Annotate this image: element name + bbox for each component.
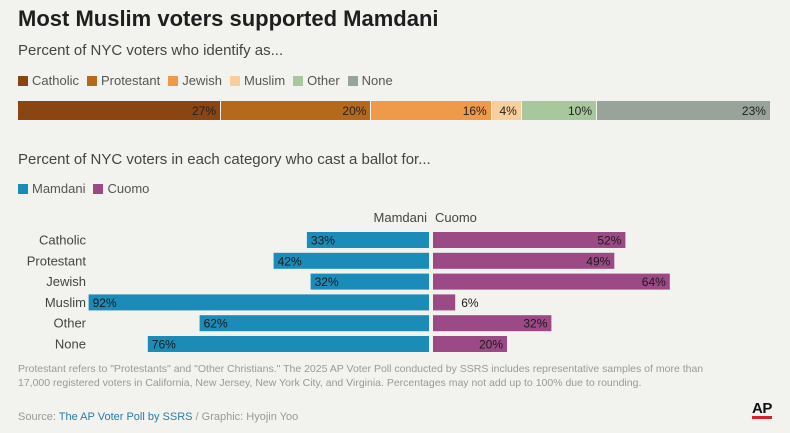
mamdani-bar [199, 315, 429, 332]
diverging-bar-chart: Mamdani Cuomo Catholic 33% 52% Protestant 42% 4… [27, 210, 670, 352]
vote-legend-swatch [18, 183, 28, 194]
vote-subtitle: Percent of NYC voters in each category w… [18, 151, 431, 168]
composition-segment: 20% [221, 101, 372, 120]
composition-legend-item: Other [293, 73, 340, 88]
cuomo-value-label: 49% [586, 254, 610, 268]
composition-segment-label: 16% [462, 103, 487, 118]
composition-segment-label: 10% [567, 103, 592, 118]
composition-legend-swatch [86, 75, 97, 86]
cuomo-value-label: 6% [461, 296, 479, 310]
source-prefix: Source: [18, 411, 59, 423]
mamdani-value-label: 32% [315, 275, 339, 289]
category-label: Jewish [46, 274, 86, 289]
mamdani-value-label: 42% [278, 254, 302, 268]
mamdani-value-label: 92% [93, 296, 117, 310]
category-label: Catholic [39, 233, 86, 248]
composition-legend-label: Muslim [243, 73, 286, 88]
source-link[interactable]: The AP Voter Poll by SSRS [58, 411, 193, 423]
composition-legend-item: Protestant [86, 73, 161, 88]
mamdani-value-label: 62% [204, 317, 228, 331]
cuomo-bar [433, 273, 670, 290]
composition-segment: 4% [491, 101, 522, 120]
composition-legend-item: Catholic [18, 73, 79, 88]
mamdani-column-header: Mamdani [374, 210, 428, 225]
mamdani-bar [306, 232, 429, 248]
composition-legend: Catholic Protestant Jewish Muslim Other None [18, 73, 401, 88]
composition-legend-swatch [18, 75, 28, 86]
composition-segment-label: 27% [192, 103, 217, 118]
mamdani-bar [147, 336, 430, 352]
composition-segment: 23% [597, 101, 770, 120]
category-label: Protestant [27, 253, 87, 268]
cuomo-value-label: 64% [642, 275, 666, 289]
ap-logo: AP [752, 400, 772, 419]
cuomo-bar [433, 232, 626, 248]
vote-legend: Mamdani Cuomo [18, 181, 157, 196]
cuomo-value-label: 52% [597, 234, 621, 248]
composition-segment: 10% [521, 101, 597, 120]
cuomo-bar [433, 336, 507, 352]
composition-legend-item: Jewish [168, 73, 222, 88]
composition-legend-item: None [347, 73, 393, 88]
composition-legend-label: Jewish [182, 73, 222, 88]
vote-legend-item: Cuomo [93, 181, 149, 196]
composition-segment-label: 4% [499, 103, 517, 118]
composition-legend-swatch [293, 75, 304, 86]
composition-legend-label: None [361, 73, 393, 88]
footnote: Protestant refers to "Protestants" and "… [18, 363, 704, 389]
composition-legend-item: Muslim [229, 73, 286, 88]
vote-legend-swatch [93, 183, 104, 194]
composition-legend-label: Protestant [100, 73, 161, 88]
composition-segment-label: 20% [342, 103, 367, 118]
mamdani-bar [88, 294, 429, 311]
mamdani-bar [310, 273, 429, 290]
composition-legend-swatch [229, 75, 240, 86]
cuomo-bar [433, 252, 615, 269]
composition-segment: 16% [371, 101, 492, 120]
mamdani-value-label: 33% [311, 234, 335, 248]
category-label: Other [53, 316, 86, 331]
composition-segment-label: 23% [741, 103, 766, 118]
cuomo-bar [433, 315, 552, 332]
chart-title: Most Muslim voters supported Mamdani [18, 6, 439, 31]
mamdani-value-label: 76% [152, 338, 176, 352]
composition-legend-swatch [168, 75, 179, 86]
vote-legend-label: Cuomo [107, 181, 150, 196]
vote-legend-label: Mamdani [32, 181, 86, 196]
cuomo-column-header: Cuomo [435, 210, 477, 225]
composition-legend-swatch [347, 75, 358, 86]
composition-segment: 27% [18, 101, 222, 120]
source-suffix: / Graphic: Hyojin Yoo [192, 411, 299, 423]
composition-subtitle: Percent of NYC voters who identify as... [18, 42, 284, 59]
mamdani-bar [273, 252, 429, 269]
cuomo-bar [433, 294, 456, 311]
source-line: Source: The AP Voter Poll by SSRS / Grap… [18, 411, 298, 423]
category-label: Muslim [45, 295, 86, 310]
cuomo-value-label: 20% [479, 338, 503, 352]
vote-legend-item: Mamdani [18, 181, 85, 196]
cuomo-value-label: 32% [523, 317, 547, 331]
composition-legend-label: Catholic [32, 73, 79, 88]
composition-bar: 27% 20% 16% 4% 10% 23% [18, 101, 770, 120]
category-label: None [55, 337, 86, 352]
composition-legend-label: Other [307, 73, 340, 88]
